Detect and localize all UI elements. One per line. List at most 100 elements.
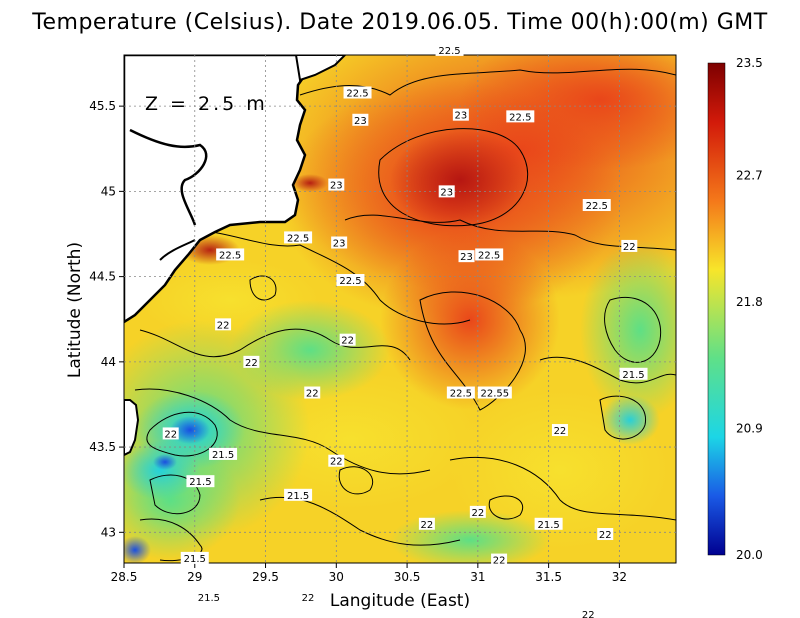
contour-label-bg bbox=[534, 517, 563, 530]
contour-label: 22.5 bbox=[216, 248, 245, 261]
contour-label: 22 bbox=[469, 505, 486, 519]
contour-label-text: 22.5 bbox=[287, 233, 309, 244]
contour-label-text: 22 bbox=[599, 530, 612, 541]
y-tick-label: 44.5 bbox=[89, 270, 116, 284]
contour-label: 22 bbox=[215, 318, 232, 331]
contour-label: 22 bbox=[243, 355, 260, 369]
contour-label-text: 22 bbox=[493, 556, 506, 567]
contour-label: 21.5 bbox=[180, 551, 209, 565]
contour-label-bg bbox=[452, 108, 469, 121]
contour-label-text: 23 bbox=[440, 187, 453, 198]
map-title: Temperature (Celsius). Date 2019.06.05. … bbox=[32, 10, 768, 35]
contour-label: 21.5 bbox=[284, 488, 313, 502]
contour-label-bg bbox=[435, 43, 464, 56]
contour-label: 21.5 bbox=[619, 367, 648, 381]
colorbar-tick-label: 21.8 bbox=[736, 295, 763, 309]
contour-label: 22.5 bbox=[506, 110, 535, 123]
contour-label-bg bbox=[621, 239, 638, 252]
contour-label-bg bbox=[194, 591, 223, 604]
contour-label-bg bbox=[418, 517, 435, 530]
contour-label-text: 21.5 bbox=[198, 593, 220, 604]
contour-label: 23 bbox=[328, 178, 345, 192]
contour-lines bbox=[134, 68, 676, 562]
contour-label-text: 22 bbox=[341, 336, 354, 347]
contour-label-text: 21.5 bbox=[189, 477, 211, 488]
contour-label-text: 21.5 bbox=[287, 491, 309, 502]
contour-label-bg bbox=[284, 231, 313, 244]
contour-label: 22 bbox=[551, 424, 568, 437]
contour-label-bg bbox=[438, 185, 455, 198]
contour-label-text: 22 bbox=[164, 429, 177, 440]
contour-label: 23 bbox=[458, 250, 475, 263]
contour-label-text: 23 bbox=[354, 116, 367, 127]
contour-label-bg bbox=[352, 113, 369, 126]
contour-label-bg bbox=[580, 608, 597, 618]
contour-label: 22.5 bbox=[343, 86, 372, 100]
contour-label-text: 22 bbox=[302, 593, 315, 604]
contour-label-bg bbox=[328, 178, 345, 191]
contour-label-text: 22.5 bbox=[346, 89, 368, 100]
contour-label: 22 bbox=[597, 528, 614, 541]
contour-label-text: 22 bbox=[217, 320, 230, 331]
x-tick-label: 29.5 bbox=[252, 570, 279, 584]
contour-label-text: 21.5 bbox=[622, 370, 644, 381]
contour-label-bg bbox=[186, 475, 215, 488]
contour-label-bg bbox=[215, 318, 232, 331]
contour-label-text: 22 bbox=[471, 508, 484, 519]
contour-label-bg bbox=[551, 424, 568, 437]
x-tick-label: 30 bbox=[329, 570, 344, 584]
x-tick-label: 31 bbox=[470, 570, 485, 584]
contour-label-bg bbox=[328, 454, 345, 467]
colorbar bbox=[707, 62, 726, 556]
contour-label: 22 bbox=[304, 386, 321, 400]
colorbar-tick-label: 22.7 bbox=[736, 168, 763, 182]
contour-label-text: 22 bbox=[554, 426, 567, 437]
contour-label-bg bbox=[597, 528, 614, 541]
contour-label-bg bbox=[491, 553, 508, 566]
y-axis-label: Latitude (North) bbox=[65, 242, 85, 378]
depth-label: Z = 2.5 m bbox=[145, 93, 268, 115]
contour-label: 22.5 bbox=[475, 248, 504, 261]
contour-label: 23 bbox=[438, 185, 455, 198]
gridlines bbox=[124, 55, 676, 563]
contour-label-bg bbox=[458, 250, 475, 263]
contour-label-bg bbox=[243, 355, 260, 368]
x-tick-label: 28.5 bbox=[111, 570, 138, 584]
contour-label: 22 bbox=[580, 608, 597, 618]
contour-label-bg bbox=[209, 447, 238, 460]
contour-label-text: 22.5 bbox=[586, 201, 608, 212]
contour-label-text: 21.5 bbox=[184, 554, 206, 565]
contour-label: 22.5 bbox=[284, 231, 313, 244]
y-tick-label: 45 bbox=[101, 184, 116, 198]
contour-label-bg bbox=[475, 248, 504, 261]
contour-label: 22.5 bbox=[435, 43, 464, 57]
colorbar-tick-label: 23.5 bbox=[736, 56, 763, 70]
contour-label-text: 23 bbox=[454, 111, 467, 122]
colorbar-ticks: 23.5 22.7 21.8 20.9 20.0 bbox=[736, 56, 763, 562]
contour-label: 22 bbox=[162, 427, 179, 440]
contour-label-text: 22 bbox=[421, 520, 434, 531]
contour-label: 22 bbox=[300, 591, 316, 604]
contour-label: 23 bbox=[331, 236, 348, 250]
x-tick-label: 30.5 bbox=[394, 570, 421, 584]
contour-label-text: 22 bbox=[330, 457, 343, 468]
contour-label: 21.5 bbox=[194, 591, 223, 604]
contour-label-bg bbox=[339, 333, 356, 346]
contour-label-text: 22 bbox=[582, 610, 595, 618]
contour-label-bg bbox=[506, 110, 535, 123]
contour-label-text: 22 bbox=[245, 358, 258, 369]
colorbar-tick-label: 20.0 bbox=[736, 548, 763, 562]
contour-label: 23 bbox=[452, 108, 469, 122]
contour-label-bg bbox=[300, 591, 316, 604]
x-axis-ticks: 28.5 29 29.5 30 30.5 31 31.5 32 bbox=[111, 563, 627, 584]
contour-label-text: 22.5 bbox=[219, 250, 241, 261]
x-axis-label: Langitude (East) bbox=[330, 591, 470, 611]
contour-label-text: 22 bbox=[623, 242, 636, 253]
contour-label-bg bbox=[582, 199, 611, 212]
contour-label-bg bbox=[336, 274, 365, 287]
contour-label-bg bbox=[180, 551, 209, 564]
contour-label-bg bbox=[162, 427, 179, 440]
contour-label-text: 23 bbox=[333, 239, 346, 250]
contour-label-bg bbox=[343, 86, 372, 99]
